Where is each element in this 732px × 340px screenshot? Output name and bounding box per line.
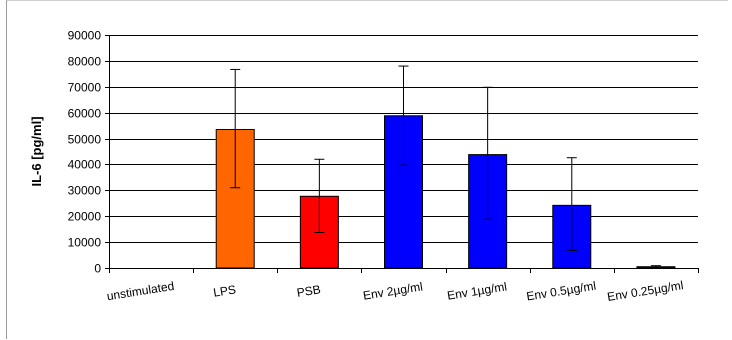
x-category-label: Env 1µg/ml <box>446 279 508 302</box>
chart-frame: 0 10000 20000 30000 40000 50000 60000 70000 8000… <box>6 0 728 339</box>
y-tick-label: 20000 <box>68 210 102 224</box>
x-category-label: Env 0.25µg/ml <box>606 278 684 304</box>
y-tick-label: 30000 <box>68 184 102 198</box>
y-axis-label: IL-6 [pg/ml] <box>29 116 44 186</box>
error-bars <box>230 65 661 269</box>
x-category-label: Env 0.5µg/ml <box>525 279 597 304</box>
y-tick-label: 80000 <box>68 55 102 69</box>
y-tick-label: 60000 <box>68 107 102 121</box>
bar-chart: 0 10000 20000 30000 40000 50000 60000 70000 8000… <box>29 29 699 304</box>
y-tick-label: 40000 <box>68 158 102 172</box>
axes: 0 10000 20000 30000 40000 50000 60000 70000 8000… <box>68 29 699 304</box>
x-category-label: PSB <box>296 282 322 300</box>
y-tick-label: 0 <box>94 262 101 276</box>
x-category-label: unstimulated <box>106 279 175 303</box>
y-tick-label: 90000 <box>68 29 102 43</box>
y-tick-label: 50000 <box>68 133 102 147</box>
x-category-label: Env 2µg/ml <box>362 279 424 302</box>
y-tick-label: 10000 <box>68 236 102 250</box>
bars <box>215 115 676 269</box>
x-category-label: LPS <box>212 282 237 299</box>
y-tick-label: 70000 <box>68 81 102 95</box>
